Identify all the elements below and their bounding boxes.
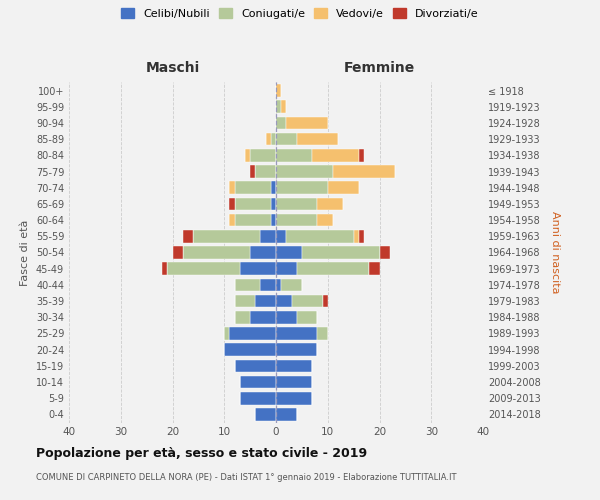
Bar (276, 182, 328, 194)
Bar (271, 214, 276, 226)
Legend: Celibi/Nubili, Coniugati/e, Vedovi/e, Divorziati/e: Celibi/Nubili, Coniugati/e, Vedovi/e, Di… (119, 6, 481, 21)
Bar (271, 182, 276, 194)
Bar (183, 246, 250, 259)
Bar (302, 246, 380, 259)
Bar (271, 198, 276, 210)
Bar (229, 198, 235, 210)
Y-axis label: Fasce di età: Fasce di età (20, 220, 30, 286)
Bar (250, 149, 276, 162)
Bar (276, 214, 317, 226)
Bar (296, 262, 369, 275)
Bar (256, 165, 276, 178)
Bar (235, 360, 276, 372)
Y-axis label: Anni di nascita: Anni di nascita (550, 211, 560, 294)
Bar (276, 360, 312, 372)
Bar (276, 262, 296, 275)
Bar (276, 278, 281, 291)
Bar (296, 311, 317, 324)
Bar (276, 408, 296, 420)
Bar (292, 295, 323, 308)
Bar (276, 149, 312, 162)
Bar (193, 230, 260, 242)
Bar (235, 311, 250, 324)
Bar (286, 116, 328, 130)
Bar (296, 133, 338, 145)
Bar (276, 344, 317, 356)
Bar (162, 262, 167, 275)
Bar (359, 230, 364, 242)
Bar (240, 262, 276, 275)
Bar (235, 278, 260, 291)
Bar (235, 214, 271, 226)
Bar (260, 230, 276, 242)
Bar (276, 165, 333, 178)
Bar (359, 149, 364, 162)
Bar (276, 116, 286, 130)
Text: COMUNE DI CARPINETO DELLA NORA (PE) - Dati ISTAT 1° gennaio 2019 - Elaborazione : COMUNE DI CARPINETO DELLA NORA (PE) - Da… (36, 472, 457, 482)
Bar (276, 100, 281, 113)
Bar (323, 295, 328, 308)
Bar (276, 392, 312, 404)
Bar (256, 408, 276, 420)
Bar (317, 214, 333, 226)
Bar (167, 262, 240, 275)
Bar (260, 278, 276, 291)
Bar (276, 311, 296, 324)
Bar (369, 262, 380, 275)
Bar (235, 295, 256, 308)
Text: Femmine: Femmine (344, 61, 415, 75)
Bar (229, 214, 235, 226)
Bar (276, 198, 317, 210)
Bar (235, 198, 271, 210)
Bar (317, 327, 328, 340)
Bar (353, 230, 359, 242)
Bar (250, 165, 256, 178)
Bar (276, 133, 296, 145)
Bar (271, 133, 276, 145)
Bar (276, 327, 317, 340)
Bar (235, 182, 271, 194)
Bar (224, 344, 276, 356)
Bar (317, 198, 343, 210)
Bar (183, 230, 193, 242)
Text: Maschi: Maschi (145, 61, 200, 75)
Bar (276, 84, 281, 97)
Bar (380, 246, 390, 259)
Bar (250, 311, 276, 324)
Bar (229, 327, 276, 340)
Bar (333, 165, 395, 178)
Bar (266, 133, 271, 145)
Bar (276, 295, 292, 308)
Bar (286, 230, 353, 242)
Bar (281, 278, 302, 291)
Bar (281, 100, 286, 113)
Bar (250, 246, 276, 259)
Bar (276, 376, 312, 388)
Bar (276, 230, 286, 242)
Bar (276, 246, 302, 259)
Bar (256, 295, 276, 308)
Bar (224, 327, 229, 340)
Bar (229, 182, 235, 194)
Bar (245, 149, 250, 162)
Bar (240, 392, 276, 404)
Bar (328, 182, 359, 194)
Bar (312, 149, 359, 162)
Bar (173, 246, 183, 259)
Text: Popolazione per età, sesso e stato civile - 2019: Popolazione per età, sesso e stato civil… (36, 448, 367, 460)
Bar (240, 376, 276, 388)
